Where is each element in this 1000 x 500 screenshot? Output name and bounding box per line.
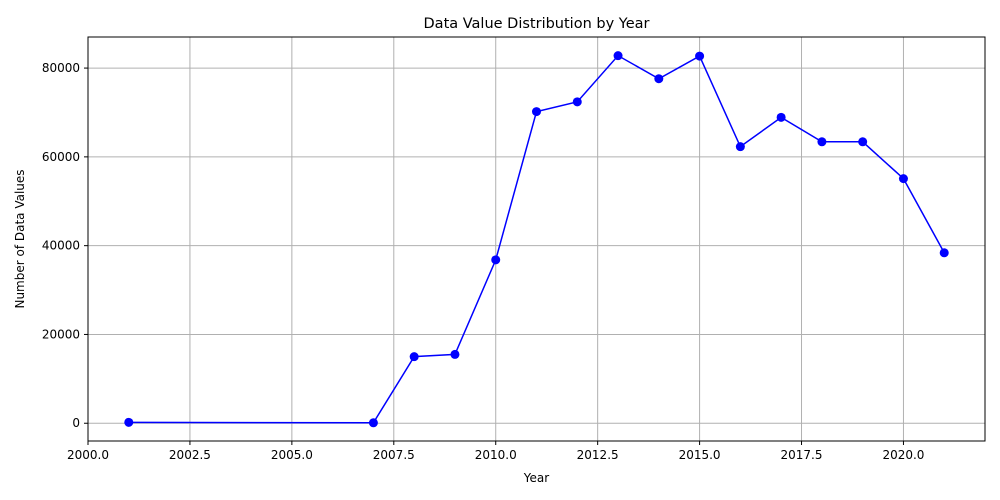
data-point: [939, 248, 949, 258]
data-point: [491, 255, 501, 265]
data-point: [695, 51, 705, 61]
x-tick-label: 2000.0: [67, 448, 109, 462]
data-point: [613, 51, 623, 61]
x-tick-label: 2002.5: [169, 448, 211, 462]
data-point: [654, 74, 664, 84]
data-point: [735, 142, 745, 152]
data-point: [532, 107, 541, 117]
x-tick-label: 2015.0: [679, 448, 721, 462]
grid-layer: [87, 37, 985, 441]
ticks-layer: 2000.0 2002.5 2005.0 2007.5 2010.0 2012.5 2015…: [42, 61, 925, 462]
data-point: [898, 174, 908, 184]
data-point: [368, 418, 378, 428]
x-tick-label: 2020.0: [882, 448, 924, 462]
data-point: [776, 112, 786, 122]
series-layer: [124, 51, 949, 428]
data-point: [124, 417, 134, 427]
data-point: [817, 137, 827, 147]
x-tick-label: 2017.5: [781, 448, 823, 462]
y-tick-label: 60000: [42, 150, 80, 164]
series-line: [128, 54, 945, 424]
x-tick-label: 2012.5: [577, 448, 619, 462]
y-tick-label: 20000: [42, 327, 80, 341]
y-tick-label: 80000: [42, 61, 80, 75]
chart-title: Data Value Distribution by Year: [424, 16, 650, 32]
data-point: [572, 97, 582, 107]
y-axis-label: Number of Data Values: [13, 169, 27, 308]
x-axis-label: Year: [523, 471, 549, 485]
y-tick-label: 0: [72, 416, 80, 430]
y-tick-label: 40000: [42, 239, 80, 253]
data-point: [450, 349, 460, 359]
data-point: [858, 137, 868, 147]
x-tick-label: 2010.0: [475, 448, 517, 462]
x-tick-label: 2007.5: [373, 448, 415, 462]
data-point: [409, 352, 419, 362]
x-tick-label: 2005.0: [271, 448, 313, 462]
plot-frame: [87, 36, 986, 442]
